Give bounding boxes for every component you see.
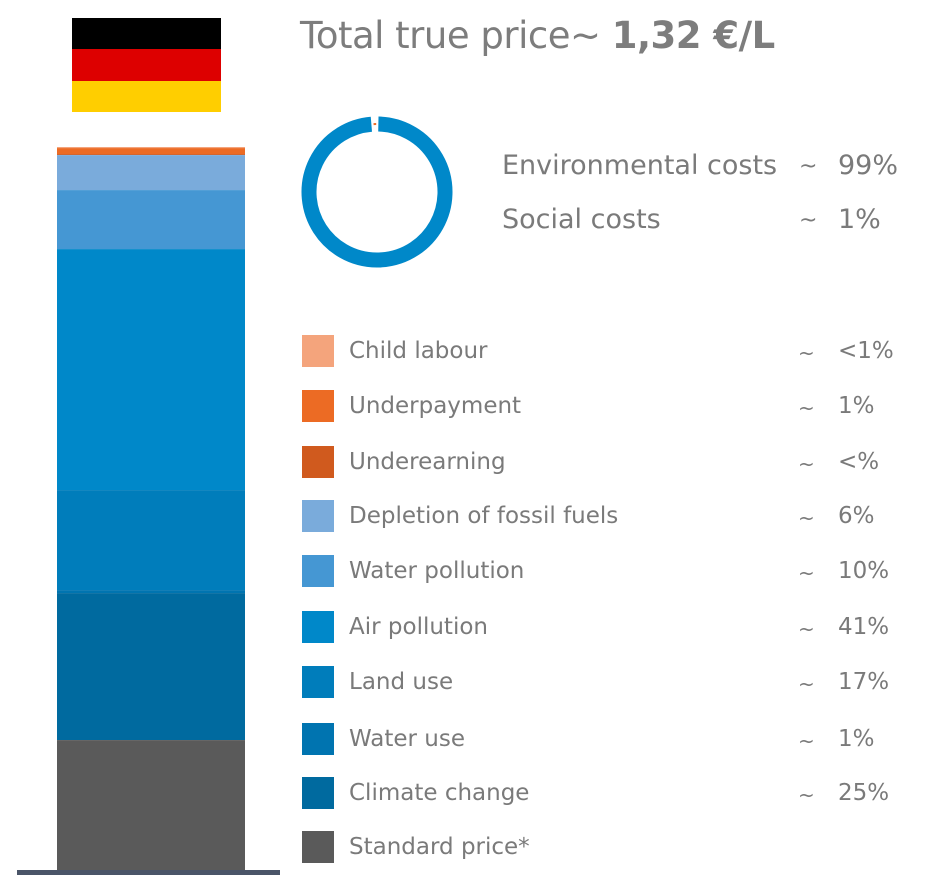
- legend-label: Water use: [349, 726, 466, 752]
- legend-value: 10%: [838, 558, 890, 584]
- legend-item-land-use: Land use ~17%: [302, 666, 922, 700]
- flag-stripe-gold: [72, 80, 221, 112]
- bar-segment-depletion-of-fossil-fuels: [57, 154, 245, 191]
- title-price-value: 1,32 €/L: [611, 14, 776, 57]
- summary-social-value: 1%: [838, 204, 881, 235]
- flag-stripe-black: [72, 18, 221, 50]
- cost-donut-chart: [301, 116, 453, 268]
- legend-item-air-pollution: Air pollution ~41%: [302, 611, 922, 645]
- legend-label: Child labour: [349, 338, 488, 364]
- bar-segment-standard-price: [57, 739, 245, 871]
- legend-swatch: [302, 831, 334, 863]
- legend-value: 41%: [838, 614, 890, 640]
- legend-item-child-labour: Child labour ~ <1%: [302, 335, 922, 369]
- legend-tilde: ~: [798, 729, 815, 753]
- legend-item-climate-change: Climate change ~25%: [302, 777, 922, 811]
- bar-segment-land-use: [57, 490, 245, 592]
- page-title: Total true price~ 1,32 €/L: [300, 14, 775, 57]
- summary-environmental-tilde: ~: [799, 154, 818, 179]
- flag-stripe-red: [72, 49, 221, 81]
- legend-swatch: [302, 500, 334, 532]
- legend-value: <%: [838, 449, 880, 475]
- legend-swatch: [302, 555, 334, 587]
- legend-swatch: [302, 666, 334, 698]
- legend-label: Standard price*: [349, 834, 530, 860]
- donut-slice-environmental: [301, 116, 453, 268]
- legend-label: Water pollution: [349, 558, 525, 584]
- bar-segment-climate-change: [57, 592, 245, 741]
- legend-value: <1%: [838, 338, 894, 364]
- bar-segment-child-labour: [57, 147, 245, 149]
- summary-social-tilde: ~: [799, 208, 818, 233]
- legend-label: Depletion of fossil fuels: [349, 503, 619, 529]
- baseline: [17, 870, 280, 875]
- legend-item-standard-price: Standard price*: [302, 831, 922, 865]
- summary-environmental-value: 99%: [838, 150, 899, 181]
- legend-tilde: ~: [798, 617, 815, 641]
- legend-item-water-use: Water use ~1%: [302, 723, 922, 757]
- legend-label: Underearning: [349, 449, 506, 475]
- legend-item-underearning: Underearning ~ <%: [302, 446, 922, 480]
- legend-tilde: ~: [798, 452, 815, 476]
- legend-label: Air pollution: [349, 614, 488, 640]
- legend-item-underpayment: Underpayment ~1%: [302, 390, 922, 424]
- legend-value: 25%: [838, 780, 890, 806]
- bar-segment-water-use: [57, 590, 245, 594]
- germany-flag: [72, 18, 221, 112]
- summary-environmental-label: Environmental costs: [502, 150, 778, 181]
- legend-item-water-pollution: Water pollution ~10%: [302, 555, 922, 589]
- legend-value: 17%: [838, 669, 890, 695]
- legend-tilde: ~: [798, 506, 815, 530]
- bar-segment-underpayment: [57, 148, 245, 156]
- legend-item-depletion-of-fossil-fuels: Depletion of fossil fuels ~6%: [302, 500, 922, 534]
- bar-segment-water-pollution: [57, 189, 245, 250]
- legend-tilde: ~: [798, 672, 815, 696]
- legend-label: Land use: [349, 669, 454, 695]
- legend-tilde: ~: [798, 783, 815, 807]
- summary-social-label: Social costs: [502, 204, 661, 235]
- legend-tilde: ~: [798, 396, 815, 420]
- legend-tilde: ~: [798, 561, 815, 585]
- legend-swatch: [302, 611, 334, 643]
- legend-swatch: [302, 335, 334, 367]
- legend-swatch: [302, 777, 334, 809]
- legend-value: 6%: [838, 503, 875, 529]
- legend-label: Climate change: [349, 780, 530, 806]
- legend-label: Underpayment: [349, 393, 522, 419]
- legend-swatch: [302, 390, 334, 422]
- legend-tilde: ~: [798, 341, 815, 365]
- stacked-bar: [57, 147, 245, 871]
- title-prefix: Total true price~: [300, 14, 612, 57]
- legend-swatch: [302, 446, 334, 478]
- legend-value: 1%: [838, 726, 875, 752]
- bar-segment-air-pollution: [57, 248, 245, 492]
- legend-value: 1%: [838, 393, 875, 419]
- legend-swatch: [302, 723, 334, 755]
